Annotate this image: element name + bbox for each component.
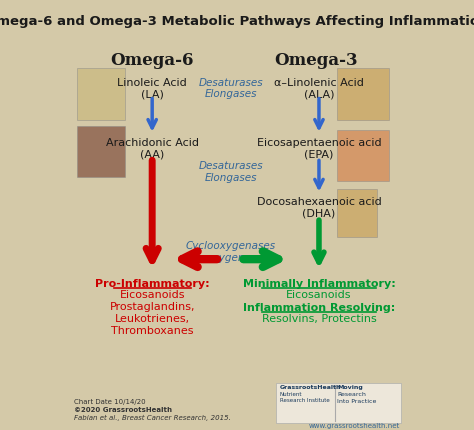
Text: Arachidonic Acid
(AA): Arachidonic Acid (AA) [106, 138, 199, 159]
Bar [337, 129, 389, 181]
Text: Linoleic Acid
(LA): Linoleic Acid (LA) [117, 78, 187, 99]
Bar [337, 189, 377, 237]
Text: Minimally Inflammatory:: Minimally Inflammatory: [243, 279, 395, 289]
Text: Eicosapentaenoic acid
(EPA): Eicosapentaenoic acid (EPA) [256, 138, 381, 159]
Bar [77, 126, 125, 178]
Text: Prostaglandins,: Prostaglandins, [109, 302, 195, 312]
Text: Research: Research [337, 392, 366, 397]
Bar [337, 68, 389, 120]
Bar [77, 68, 125, 120]
Text: Moving: Moving [337, 385, 363, 390]
Text: Chart Date 10/14/20: Chart Date 10/14/20 [74, 399, 146, 405]
Text: GrassrootsHealth: GrassrootsHealth [280, 385, 341, 390]
Text: Fabian et al., Breast Cancer Research, 2015.: Fabian et al., Breast Cancer Research, 2… [74, 415, 231, 421]
Text: Into Practice: Into Practice [337, 399, 377, 404]
Bar [276, 383, 401, 423]
Text: Docosahexaenoic acid
(DHA): Docosahexaenoic acid (DHA) [256, 197, 382, 219]
Text: Omega-6: Omega-6 [110, 52, 194, 69]
Text: Eicosanoids: Eicosanoids [286, 290, 352, 300]
Text: Cyclooxygenases
Lipoxygenases: Cyclooxygenases Lipoxygenases [185, 241, 276, 263]
Text: www.grassrootshealth.net: www.grassrootshealth.net [309, 423, 400, 429]
Text: Thromboxanes: Thromboxanes [111, 326, 193, 336]
Text: Desaturases
Elongases: Desaturases Elongases [198, 162, 263, 183]
Text: Desaturases
Elongases: Desaturases Elongases [198, 78, 263, 99]
Text: Resolvins, Protectins: Resolvins, Protectins [262, 314, 376, 324]
Text: Leukotrienes,: Leukotrienes, [115, 314, 190, 324]
Text: Inflammation Resolving:: Inflammation Resolving: [243, 303, 395, 313]
Text: Omega-3: Omega-3 [274, 52, 358, 69]
Text: Research Institute: Research Institute [280, 398, 329, 403]
Text: ©2020 GrassrootsHealth: ©2020 GrassrootsHealth [74, 407, 172, 413]
Text: Pro-Inflammatory:: Pro-Inflammatory: [95, 279, 210, 289]
Text: Nutrient: Nutrient [280, 392, 302, 397]
Text: Omega-6 and Omega-3 Metabolic Pathways Affecting Inflammation: Omega-6 and Omega-3 Metabolic Pathways A… [0, 15, 474, 28]
Text: Eicosanoids: Eicosanoids [119, 290, 185, 300]
Text: α–Linolenic Acid
(ALA): α–Linolenic Acid (ALA) [274, 78, 364, 99]
